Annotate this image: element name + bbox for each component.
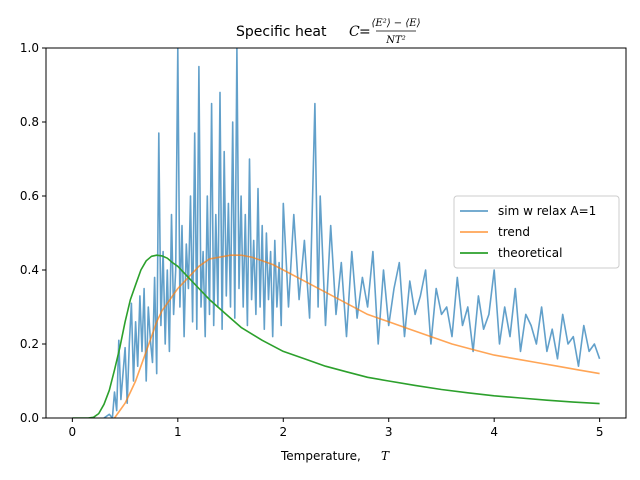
- legend-label: sim w relax A=1: [498, 204, 596, 218]
- x-tick-label: 4: [490, 425, 498, 439]
- y-tick-label: 0.8: [20, 115, 39, 129]
- series-layer: [72, 48, 601, 418]
- title-numerator: ⟨E²⟩ − ⟨E⟩: [372, 18, 421, 29]
- chart-title: Specific heat C = ⟨E²⟩ − ⟨E⟩ NT²: [236, 18, 421, 46]
- x-tick-label: 1: [174, 425, 182, 439]
- y-tick-label: 0.0: [20, 411, 39, 425]
- series-theoretical-line: [72, 254, 600, 418]
- y-tick-label: 0.2: [20, 337, 39, 351]
- y-axis: 0.0 0.2 0.4 0.6 0.8 1.0: [20, 41, 46, 425]
- series-trend-line: [113, 254, 600, 418]
- x-tick-label: 3: [385, 425, 393, 439]
- x-tick-label: 5: [596, 425, 604, 439]
- legend-item-sim: sim w relax A=1: [460, 204, 596, 218]
- y-tick-label: 1.0: [20, 41, 39, 55]
- title-equals: =: [359, 24, 371, 40]
- axes-frame: [45, 47, 627, 419]
- title-denominator: NT²: [385, 35, 405, 46]
- x-tick-label: 0: [69, 425, 77, 439]
- title-symbol: C: [349, 24, 360, 40]
- legend: sim w relax A=1 trend theoretical: [453, 195, 620, 269]
- title-prefix: Specific heat: [236, 24, 327, 40]
- x-axis: 0 1 2 3 4 5: [69, 418, 604, 439]
- y-tick-label: 0.4: [20, 263, 39, 277]
- x-axis-label-symbol: T: [381, 449, 390, 463]
- legend-label: theoretical: [498, 246, 562, 260]
- legend-box: [453, 195, 620, 269]
- x-tick-label: 2: [279, 425, 287, 439]
- plot-area: [72, 48, 601, 418]
- legend-item-theoretical: theoretical: [460, 246, 562, 260]
- x-axis-label: Temperature, T: [280, 449, 390, 463]
- x-axis-label-text: Temperature,: [280, 449, 361, 463]
- y-tick-label: 0.6: [20, 189, 39, 203]
- legend-label: trend: [498, 225, 530, 239]
- legend-item-trend: trend: [460, 225, 530, 239]
- series-sim-line: [103, 48, 601, 418]
